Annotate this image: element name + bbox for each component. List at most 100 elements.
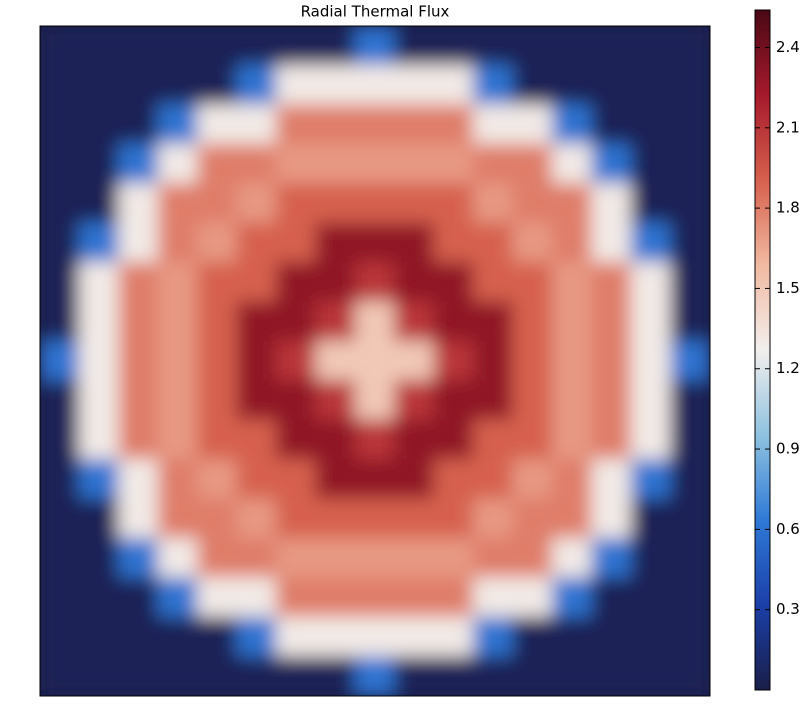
heatmap-cell: [512, 222, 553, 263]
heatmap-cell: [354, 537, 396, 579]
heatmap-cell: [354, 64, 396, 106]
heatmap-cell: [118, 183, 159, 224]
heatmap-cell: [433, 64, 475, 106]
heatmap-cell: [433, 301, 475, 342]
heatmap-cell: [512, 656, 553, 696]
plot-frame: [39, 25, 711, 697]
heatmap-cell: [78, 143, 120, 185]
heatmap-cell: [354, 498, 396, 539]
heatmap-cell: [157, 459, 199, 500]
heatmap-cell: [197, 301, 238, 342]
heatmap-cell: [40, 380, 80, 421]
heatmap-cell: [157, 301, 199, 342]
heatmap-cell: [630, 222, 672, 263]
heatmap-cell: [236, 26, 277, 66]
heatmap-cell: [354, 616, 396, 658]
heatmap-cell: [433, 498, 475, 539]
heatmap-cell: [512, 498, 553, 539]
heatmap-cell: [433, 380, 475, 421]
heatmap-cell: [78, 340, 120, 382]
heatmap-cell: [394, 183, 435, 224]
heatmap-cell: [354, 577, 396, 618]
heatmap-cell: [78, 26, 120, 66]
heatmap-cell: [591, 340, 632, 382]
heatmap-cell: [275, 577, 317, 618]
heatmap-cell: [236, 380, 277, 421]
heatmap-cell: [275, 656, 317, 696]
heatmap-cell: [670, 616, 710, 658]
heatmap-cell: [315, 498, 356, 539]
heatmap-cell: [394, 380, 435, 421]
heatmap-cell: [118, 380, 159, 421]
heatmap-cell: [157, 261, 199, 303]
colorbar-tick-label: 1.2: [776, 359, 800, 377]
heatmap-cell: [118, 64, 159, 106]
heatmap-cell: [630, 616, 672, 658]
heatmap-cell: [630, 419, 672, 461]
heatmap-cell: [157, 498, 199, 539]
heatmap-cell: [630, 340, 672, 382]
heatmap-cell: [315, 301, 356, 342]
heatmap-cell: [315, 616, 356, 658]
heatmap-cell: [78, 577, 120, 618]
heatmap-cell: [315, 537, 356, 579]
heatmap-cell: [354, 459, 396, 500]
heatmap-cell: [670, 537, 710, 579]
heatmap-cell: [630, 498, 672, 539]
colorbar: [754, 9, 771, 691]
colorbar-tick-label: 2.4: [776, 38, 800, 56]
heatmap-cell: [157, 380, 199, 421]
heatmap-cell: [118, 104, 159, 145]
heatmap-cell: [551, 498, 593, 539]
heatmap-cell: [433, 459, 475, 500]
heatmap-cell: [197, 222, 238, 263]
heatmap-cell: [118, 459, 159, 500]
heatmap-cell: [354, 261, 396, 303]
heatmap-cell: [275, 340, 317, 382]
heatmap-cell: [591, 64, 632, 106]
heatmap-cell: [512, 301, 553, 342]
heatmap-cell: [512, 261, 553, 303]
heatmap-cell: [551, 340, 593, 382]
colorbar-tick-label: 2.1: [776, 118, 800, 136]
heatmap-cell: [394, 656, 435, 696]
heatmap-cell: [433, 104, 475, 145]
heatmap-cell: [512, 183, 553, 224]
heatmap-cell: [551, 419, 593, 461]
heatmap-cell: [473, 104, 514, 145]
heatmap-cell: [275, 183, 317, 224]
heatmap-cell: [551, 577, 593, 618]
heatmap-cell: [40, 261, 80, 303]
heatmap-cell: [40, 459, 80, 500]
heatmap-cell: [236, 183, 277, 224]
heatmap-cell: [275, 104, 317, 145]
heatmap-cell: [315, 380, 356, 421]
heatmap-cell: [551, 656, 593, 696]
heatmap-cell: [670, 656, 710, 696]
heatmap-cell: [275, 616, 317, 658]
heatmap-cell: [40, 419, 80, 461]
heatmap-cell: [512, 577, 553, 618]
plot-area: [40, 26, 710, 696]
heatmap-cell: [118, 616, 159, 658]
heatmap-cell: [236, 261, 277, 303]
heatmap-cell: [670, 261, 710, 303]
heatmap-cell: [236, 616, 277, 658]
heatmap-cell: [394, 143, 435, 185]
heatmap-cell: [394, 222, 435, 263]
heatmap-cell: [197, 577, 238, 618]
heatmap-cell: [670, 577, 710, 618]
heatmap-cell: [591, 577, 632, 618]
heatmap-cell: [118, 577, 159, 618]
heatmap-cell: [433, 537, 475, 579]
heatmap-cell: [670, 26, 710, 66]
heatmap-cell: [551, 459, 593, 500]
heatmap-cell: [591, 656, 632, 696]
heatmap-cell: [394, 64, 435, 106]
heatmap-cell: [275, 222, 317, 263]
heatmap-cell: [40, 183, 80, 224]
heatmap-cell: [157, 537, 199, 579]
chart-title: Radial Thermal Flux: [301, 3, 450, 21]
heatmap-cell: [354, 143, 396, 185]
